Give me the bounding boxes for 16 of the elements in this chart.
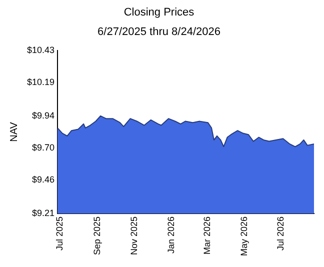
x-tick-label: Jan 2026	[166, 216, 176, 254]
x-tick-label: Jul 2025	[54, 216, 64, 251]
y-tick-label: $9.70	[32, 142, 55, 152]
x-tick-label: May 2026	[238, 216, 249, 256]
x-tick-label: Mar 2026	[202, 216, 212, 255]
y-tick-label: $9.94	[32, 110, 55, 120]
x-tick-label: Jul 2026	[276, 216, 286, 251]
chart-subtitle: 6/27/2025 thru 8/24/2026	[98, 26, 220, 38]
y-tick-label: $9.21	[32, 208, 55, 218]
x-tick-label: Nov 2025	[129, 216, 140, 256]
y-tick-label: $10.19	[26, 76, 55, 87]
y-tick-label: $9.46	[32, 174, 55, 185]
y-axis-title: NAV	[8, 122, 20, 142]
x-tick-label: Sep 2025	[92, 216, 102, 256]
y-tick-label: $10.43	[26, 44, 55, 55]
chart-title: Closing Prices	[124, 6, 195, 19]
